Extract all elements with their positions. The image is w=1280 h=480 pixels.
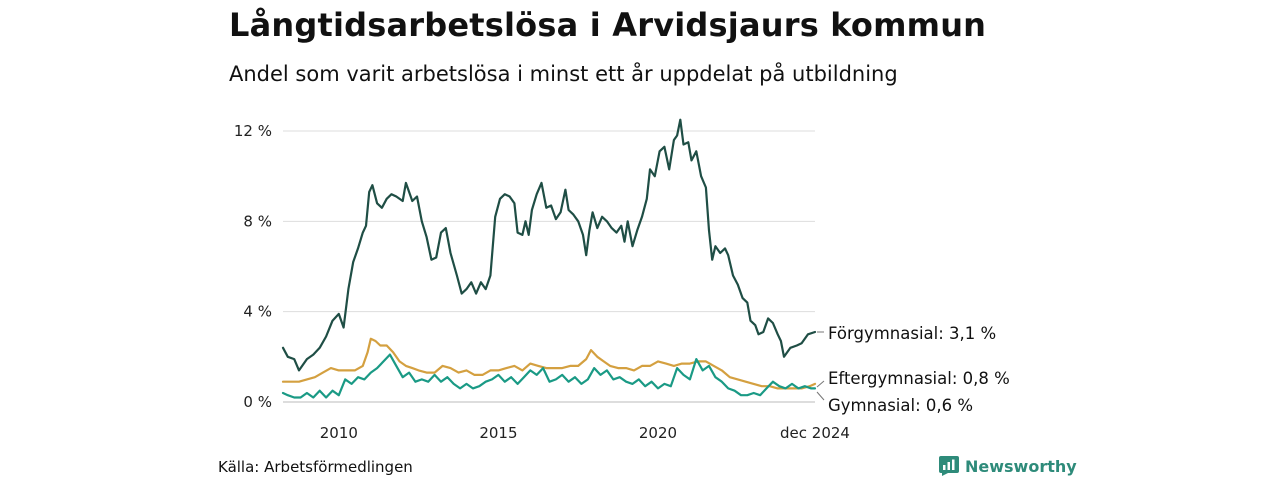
- y-tick-label: 12 %: [234, 122, 272, 140]
- brand-logo: Newsworthy: [939, 456, 1077, 476]
- series-end-label: Förgymnasial: 3,1 %: [828, 324, 996, 343]
- newsworthy-icon: [939, 456, 959, 476]
- label-leader-line: [816, 380, 825, 388]
- x-tick-label: 2015: [479, 424, 517, 442]
- brand-name: Newsworthy: [965, 456, 1077, 476]
- source-note: Källa: Arbetsförmedlingen: [218, 458, 413, 476]
- x-tick-label: 2020: [639, 424, 677, 442]
- y-tick-label: 0 %: [243, 393, 272, 411]
- series-end-label: Gymnasial: 0,6 %: [828, 396, 973, 415]
- page-title: Långtidsarbetslösa i Arvidsjaurs kommun: [229, 6, 987, 44]
- x-tick-label: dec 2024: [780, 424, 850, 442]
- y-tick-label: 8 %: [243, 212, 272, 230]
- y-tick-label: 4 %: [243, 303, 272, 321]
- series-line-gymnasial: [281, 353, 817, 399]
- series-end-label: Eftergymnasial: 0,8 %: [828, 369, 1010, 388]
- label-leader-line: [816, 391, 825, 401]
- series-line-förgymnasial: [281, 118, 817, 372]
- series-line-eftergymnasial: [281, 337, 817, 390]
- page-subtitle: Andel som varit arbetslösa i minst ett å…: [229, 62, 898, 86]
- x-tick-label: 2010: [320, 424, 358, 442]
